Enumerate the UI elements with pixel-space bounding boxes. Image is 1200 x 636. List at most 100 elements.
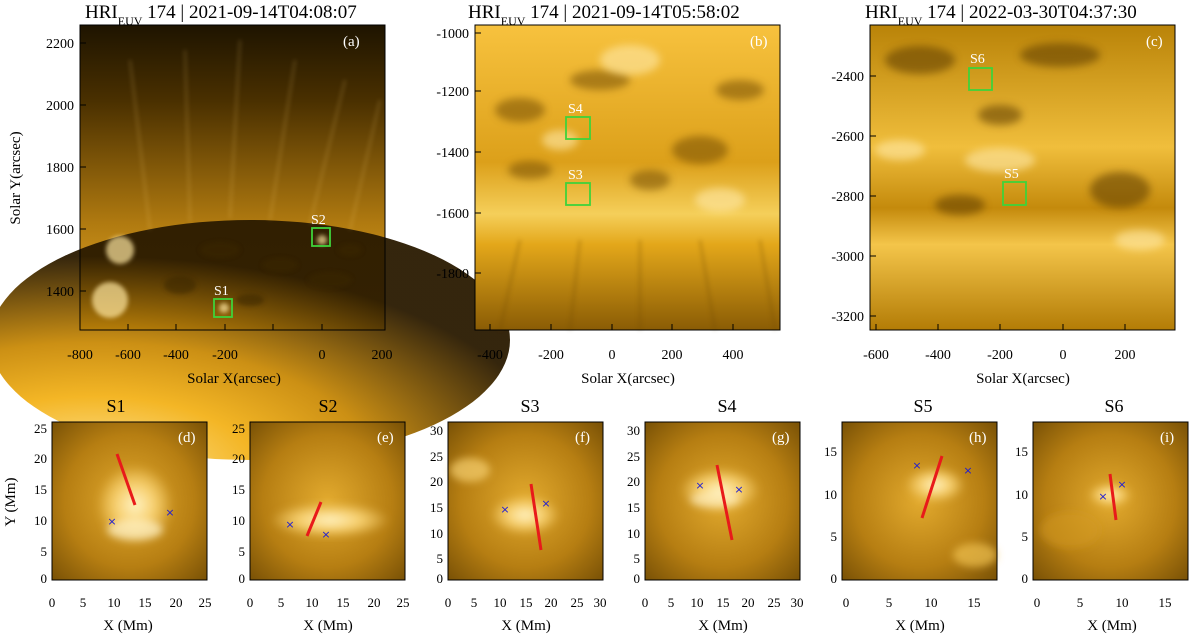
- panel-h-letter: (h): [969, 430, 987, 446]
- panel-b-ytick: -1200: [436, 85, 469, 100]
- panel-a-xlabel: Solar X(arcsec): [187, 371, 281, 387]
- panel-f: S3 (f) × × 30 25 20 15 10 5 0 0 5 10 15 …: [430, 396, 607, 634]
- xtick: 0: [642, 595, 649, 610]
- panel-d-ylabel: Y (Mm): [3, 477, 19, 526]
- panel-g-letter: (g): [772, 430, 790, 446]
- panel-e-image: [250, 422, 405, 580]
- xtick: 0: [1034, 595, 1041, 610]
- panel-i-xlabel: X (Mm): [1087, 618, 1137, 634]
- xtick: 15: [717, 595, 730, 610]
- panel-a-image: [0, 25, 510, 460]
- xtick: 20: [170, 595, 183, 610]
- s3-box: [565, 182, 591, 206]
- panel-c-xtick: 0: [1060, 348, 1067, 363]
- ytick: 0: [41, 571, 48, 586]
- panel-a-xtick: 0: [319, 348, 326, 363]
- panel-a-ytick: 1600: [46, 223, 74, 238]
- xtick: 30: [791, 595, 804, 610]
- panel-a-ytick: 1400: [46, 285, 74, 300]
- panel-a: HRIEUV 174 | 2021-09-14T04:08:07 (a) S2: [0, 2, 510, 460]
- ytick: 15: [430, 500, 443, 515]
- panel-c: HRIEUV 174 | 2022-03-30T04:37:30 (c) S6 …: [831, 2, 1176, 387]
- cross-marker: ×: [500, 503, 509, 516]
- panel-f-xlabel: X (Mm): [501, 618, 551, 634]
- panel-b-xtick: 200: [662, 348, 683, 363]
- xtick: 25: [199, 595, 212, 610]
- panel-i-title: S6: [1104, 396, 1123, 416]
- panel-c-xtick: -200: [987, 348, 1013, 363]
- panel-c-xtick: 200: [1115, 348, 1136, 363]
- slit-line: [529, 483, 543, 551]
- ytick: 0: [437, 571, 444, 586]
- ytick: 0: [1022, 571, 1029, 586]
- panel-c-ytick: -3000: [831, 250, 864, 265]
- panel-a-ytick: 2200: [46, 37, 74, 52]
- ytick: 25: [430, 449, 443, 464]
- s2-box: [311, 227, 331, 247]
- ytick: 15: [34, 482, 47, 497]
- xtick: 30: [594, 595, 607, 610]
- panel-d-xlabel: X (Mm): [103, 618, 153, 634]
- s4-box: [565, 116, 591, 140]
- s2-box-label: S2: [311, 213, 326, 228]
- ytick: 30: [627, 423, 640, 438]
- ytick: 30: [430, 423, 443, 438]
- ytick: 25: [34, 421, 47, 436]
- cross-marker: ×: [1117, 478, 1126, 491]
- panel-d: S1 (d) × × 25 20 15 10 5 0 0 5 10 15 20 …: [3, 396, 212, 634]
- panel-c-ticks: [870, 75, 1126, 330]
- xtick: 10: [925, 595, 938, 610]
- panel-e-letter: (e): [377, 430, 394, 446]
- xtick: 15: [337, 595, 350, 610]
- ytick: 10: [1015, 487, 1028, 502]
- panel-b-ytick: -1000: [436, 27, 469, 42]
- panel-a-xtick: -800: [67, 348, 93, 363]
- ytick: 10: [430, 526, 443, 541]
- xtick: 0: [445, 595, 452, 610]
- s6-box: [968, 67, 993, 91]
- ytick: 25: [232, 421, 245, 436]
- panel-c-ytick: -2800: [831, 190, 864, 205]
- panel-c-ytick: -3200: [831, 310, 864, 325]
- ytick: 10: [627, 526, 640, 541]
- ytick: 5: [831, 529, 838, 544]
- cross-marker: ×: [541, 497, 550, 510]
- panel-i: S6 (i) × × 15 10 5 0 0 5 10 15 X (Mm): [1015, 396, 1189, 634]
- s4-box-label: S4: [568, 102, 583, 117]
- panel-c-ytick: -2600: [831, 130, 864, 145]
- panel-c-letter: (c): [1146, 34, 1163, 50]
- panel-b-image: [475, 25, 780, 331]
- xtick: 25: [571, 595, 584, 610]
- panel-e-title: S2: [318, 396, 337, 416]
- xtick: 15: [968, 595, 981, 610]
- panel-a-ytick: 1800: [46, 161, 74, 176]
- panel-b-xtick: -200: [538, 348, 564, 363]
- panel-a-xtick: 200: [372, 348, 393, 363]
- ytick: 15: [824, 444, 837, 459]
- panel-e: S2 (e) × × 25 20 15 10 5 0 0 5 10 15 20 …: [232, 396, 410, 634]
- panel-b-letter: (b): [750, 34, 768, 50]
- ytick: 5: [437, 551, 444, 566]
- cross-marker: ×: [1098, 490, 1107, 503]
- xtick: 10: [1116, 595, 1129, 610]
- panel-d-title: S1: [106, 396, 125, 416]
- ytick: 20: [232, 451, 245, 466]
- panel-h: S5 (h) × × 15 10 5 0 0 5 10 15 X (Mm): [824, 396, 998, 634]
- xtick: 0: [843, 595, 850, 610]
- xtick: 15: [1159, 595, 1172, 610]
- panel-b-xlabel: Solar X(arcsec): [581, 371, 675, 387]
- xtick: 5: [278, 595, 285, 610]
- ytick: 25: [627, 449, 640, 464]
- slit-line: [1108, 473, 1118, 521]
- panel-a-ytick: 2000: [46, 99, 74, 114]
- panel-a-xtick: -600: [115, 348, 141, 363]
- ytick: 5: [41, 544, 48, 559]
- s3-box-label: S3: [568, 168, 583, 183]
- xtick: 5: [80, 595, 87, 610]
- panel-d-letter: (d): [178, 430, 196, 446]
- cross-marker: ×: [321, 528, 330, 541]
- xtick: 0: [247, 595, 254, 610]
- cross-marker: ×: [912, 459, 921, 472]
- ytick: 5: [239, 544, 246, 559]
- panel-b-xtick: 0: [609, 348, 616, 363]
